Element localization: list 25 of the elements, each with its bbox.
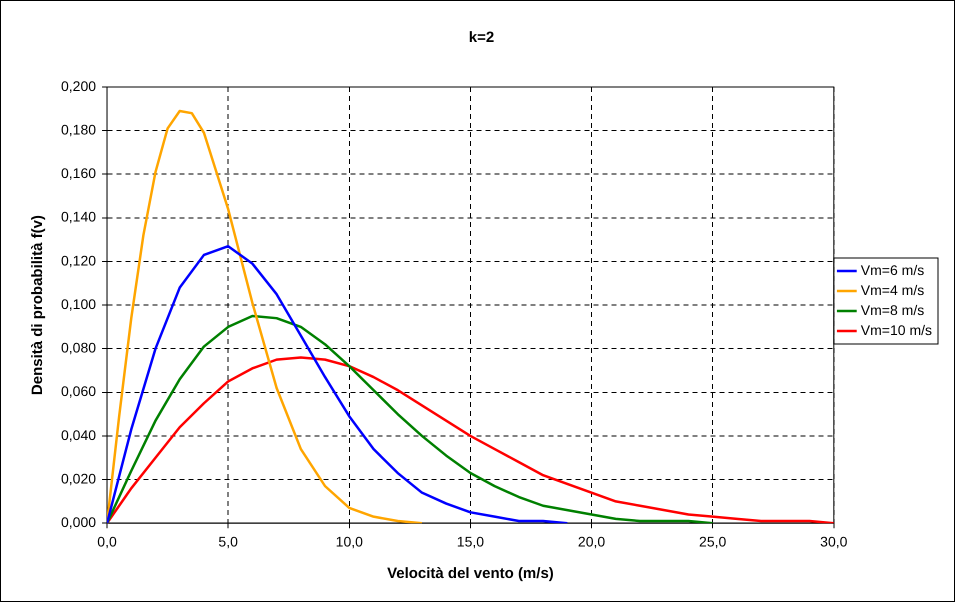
legend-label: Vm=4 m/s: [860, 282, 924, 298]
y-tick-label: 0,200: [60, 78, 96, 94]
x-tick-label: 25,0: [699, 533, 727, 550]
y-axis-title: Densità di probabilità f(v): [29, 215, 46, 396]
y-tick-label: 0,000: [60, 514, 96, 530]
y-tick-label: 0,180: [60, 121, 96, 138]
x-tick-label: 5,0: [218, 533, 238, 550]
x-tick-label: 20,0: [578, 533, 606, 550]
x-tick-label: 0,0: [97, 533, 117, 550]
y-tick-label: 0,160: [60, 165, 96, 182]
legend-label: Vm=10 m/s: [860, 322, 932, 338]
x-tick-label: 15,0: [456, 533, 484, 550]
y-tick-label: 0,100: [60, 296, 96, 312]
y-tick-label: 0,140: [60, 208, 96, 225]
y-tick-label: 0,040: [60, 426, 96, 443]
chart-title: k=2: [468, 29, 494, 46]
x-tick-label: 10,0: [336, 533, 364, 550]
x-axis-title: Velocità del vento (m/s): [387, 565, 554, 582]
y-tick-label: 0,060: [60, 383, 96, 400]
legend-label: Vm=8 m/s: [860, 302, 924, 318]
y-tick-label: 0,080: [60, 340, 96, 356]
x-tick-label: 30,0: [820, 533, 848, 550]
legend-label: Vm=6 m/s: [860, 262, 924, 278]
y-tick-label: 0,020: [60, 470, 96, 486]
y-tick-label: 0,120: [60, 252, 96, 268]
